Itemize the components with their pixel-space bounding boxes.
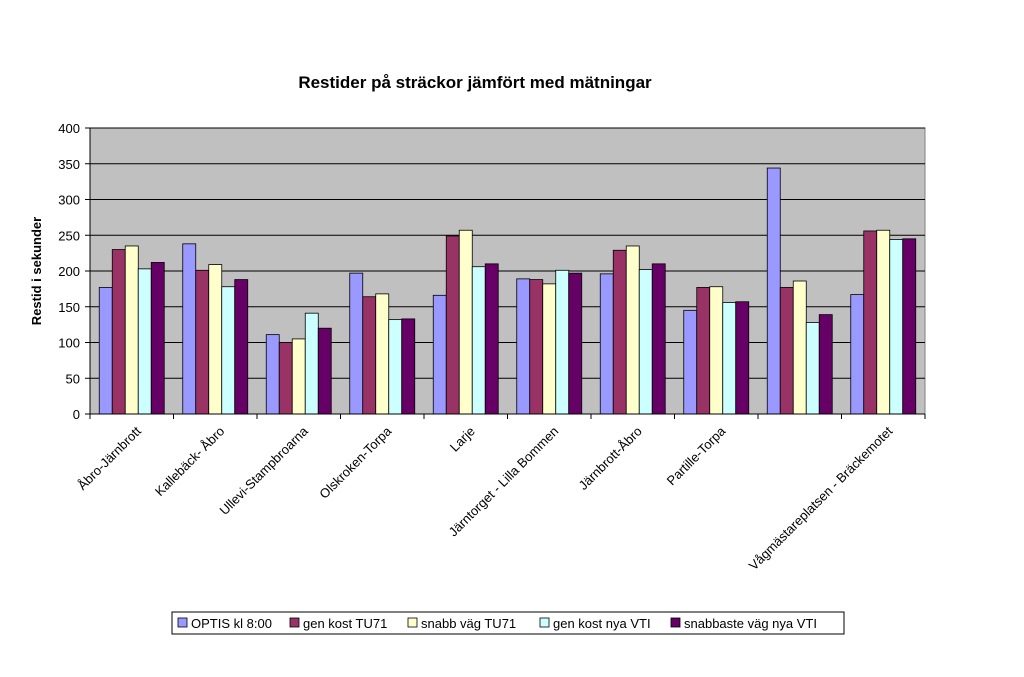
bar [612,249,627,415]
y-tick-label: 300 [58,193,80,208]
y-tick-label: 150 [58,300,80,315]
y-tick-label: 0 [73,407,80,422]
x-category-label: Ullevi-Stampbroarna [216,423,311,518]
y-tick-label: 400 [58,121,80,136]
bar [349,272,364,415]
bar [291,338,306,415]
bar [876,229,891,415]
bar [735,301,750,415]
legend-label: gen kost TU71 [303,616,387,631]
bar [458,229,473,415]
bar [542,283,557,415]
y-axis-label: Restid i sekunder [29,217,44,325]
bars [98,167,917,415]
bar [766,167,781,415]
bar [445,235,460,415]
legend-swatch [670,617,681,628]
bar [111,249,126,415]
chart-title: Restider på sträckor jämfört med mätning… [298,73,652,92]
bar [683,309,698,415]
bar [850,294,865,415]
bar [599,273,614,415]
y-ticks: 0 50 100 150 200 250 300 350 400 [58,121,90,422]
bar [818,314,833,415]
y-tick-label: 350 [58,157,80,172]
y-tick-label: 200 [58,264,80,279]
bar [638,269,653,415]
x-category-label: Åbro-Järnbrott [75,423,145,493]
bar [471,266,486,415]
y-tick-label: 50 [66,371,80,386]
bar [792,280,807,415]
x-category-label: Olskroken-Torpa [316,423,395,502]
legend: OPTIS kl 8:00 gen kost TU71 snabb väg TU71… [171,611,845,635]
legend-label: OPTIS kl 8:00 [191,616,272,631]
bar [195,269,210,415]
legend-label: snabb väg TU71 [421,616,516,631]
legend-swatch [539,617,550,628]
y-tick-label: 250 [58,228,80,243]
bar [234,279,249,415]
bar [889,239,904,415]
legend-swatch [407,617,418,628]
bar [722,302,737,415]
bar [375,293,390,415]
x-category-label: Vågmästareplatsen - Bräckemotet [746,423,896,573]
bar [278,342,293,415]
bar [805,322,820,415]
bar [863,230,878,415]
bar [902,238,917,415]
x-category-label: Kallebäck- Åbro [152,424,228,500]
x-category-label: Partille-Torpa [664,423,729,488]
bar [388,319,403,415]
legend-label: gen kost nya VTI [553,616,651,631]
bar [709,286,724,415]
bar [221,286,236,415]
legend-swatch [177,617,188,628]
bar [265,334,280,415]
bar [124,245,139,415]
bar [208,264,223,415]
bar [150,262,165,415]
bar [182,243,197,415]
x-category-label: Larje [447,424,478,455]
bar [555,269,570,415]
bar [625,245,640,415]
legend-box [171,611,845,635]
bar [568,272,583,415]
bar [304,312,319,415]
bar [98,287,113,415]
bar [779,287,794,415]
bar [529,279,544,415]
legend-swatch [289,617,300,628]
bar [317,327,332,415]
bar [401,318,416,415]
y-tick-label: 100 [58,336,80,351]
x-category-label: Järnbrott-Åbro [576,424,645,493]
bar [362,296,377,415]
bar [651,263,666,415]
bar [137,268,152,415]
bar [696,287,711,415]
bar [516,278,531,415]
bar [484,263,499,415]
x-ticks: Åbro-Järnbrott Kallebäck- ÅbroUllevi-Stam… [75,423,896,573]
legend-label: snabbaste väg nya VTI [684,616,817,631]
bar [432,294,447,415]
